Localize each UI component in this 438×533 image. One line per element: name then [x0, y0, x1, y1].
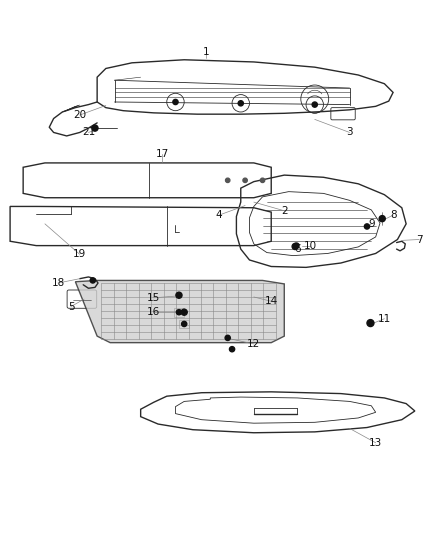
Text: 4: 4: [215, 210, 223, 220]
Text: 10: 10: [304, 240, 317, 251]
Circle shape: [173, 99, 178, 104]
Circle shape: [379, 215, 385, 222]
Text: 21: 21: [82, 127, 95, 138]
Circle shape: [90, 278, 95, 283]
Text: 14: 14: [265, 296, 278, 306]
Circle shape: [292, 244, 298, 249]
Circle shape: [294, 243, 299, 248]
Circle shape: [92, 125, 98, 131]
Circle shape: [238, 101, 244, 106]
Text: 15: 15: [147, 293, 160, 303]
Text: 6: 6: [294, 244, 300, 254]
Circle shape: [177, 310, 182, 315]
Text: 16: 16: [147, 307, 160, 317]
Text: 8: 8: [390, 210, 396, 220]
Text: 12: 12: [247, 339, 261, 349]
Circle shape: [225, 335, 230, 341]
Polygon shape: [75, 280, 284, 343]
Circle shape: [181, 309, 187, 315]
Text: 9: 9: [368, 219, 374, 229]
Text: 18: 18: [51, 278, 64, 288]
Circle shape: [364, 224, 370, 229]
Circle shape: [243, 178, 247, 182]
Text: 5: 5: [68, 302, 74, 312]
Circle shape: [230, 346, 235, 352]
Text: 17: 17: [156, 149, 169, 159]
Text: 20: 20: [73, 110, 86, 120]
Text: 19: 19: [73, 249, 86, 260]
Bar: [179, 320, 189, 328]
Text: 3: 3: [346, 127, 353, 138]
Circle shape: [367, 320, 374, 327]
Text: 13: 13: [369, 438, 382, 448]
Bar: [174, 308, 184, 317]
Circle shape: [226, 178, 230, 182]
Circle shape: [182, 321, 187, 327]
Circle shape: [176, 292, 182, 298]
Text: 1: 1: [203, 46, 209, 56]
Circle shape: [312, 102, 318, 107]
Text: 7: 7: [416, 235, 423, 245]
Text: 11: 11: [378, 314, 391, 324]
Text: 2: 2: [281, 206, 288, 216]
Circle shape: [260, 178, 265, 182]
